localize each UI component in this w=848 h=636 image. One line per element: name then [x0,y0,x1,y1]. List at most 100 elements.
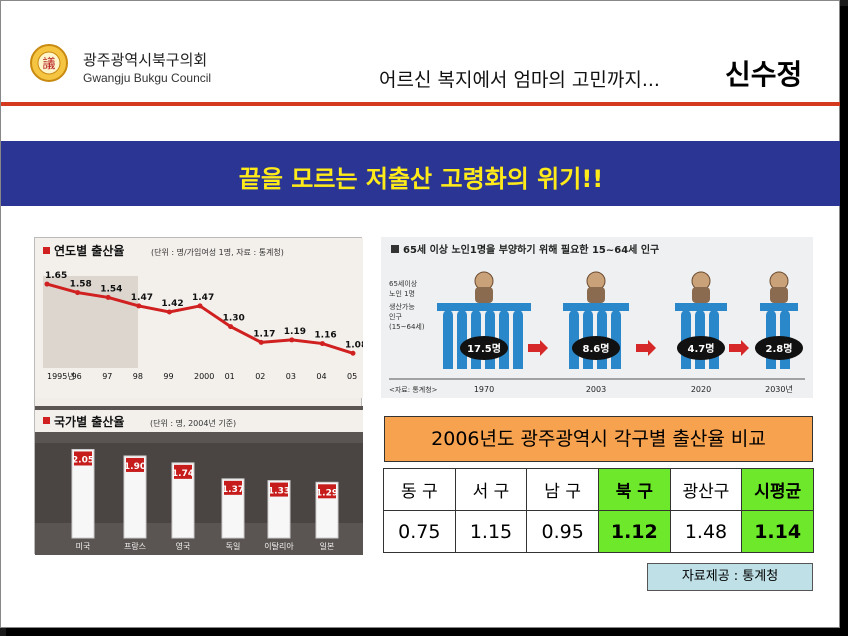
country-bar-label-box [126,457,144,472]
support-board [675,303,727,311]
slide-shadow-bottom [6,628,848,636]
council-logo-icon: 議 [30,44,68,82]
country-bar-label-box [270,482,288,497]
legend-worker-label: 생산가능 [389,302,415,311]
ratio-value-bubble [755,336,803,360]
birth-rate-value-label: 1.16 [314,331,336,341]
year-tick-label: 03 [286,372,296,381]
birth-rate-value-label: 1.19 [284,327,306,337]
support-board [760,303,798,311]
birth-rate-point [197,303,203,309]
birth-rate-value-label: 1.08 [345,340,363,350]
worker-figure-icon [569,315,579,369]
birth-rate-value-label: 1.47 [131,293,153,303]
table-header-cell: 북 구 [597,468,671,511]
country-bar-value-label: 2.05 [72,455,94,465]
worker-head-icon [597,310,607,320]
worker-head-icon [766,310,776,320]
ratio-year-label: 1970 [474,385,494,394]
trend-arrow-icon [636,340,656,356]
table-value-cell: 1.15 [454,510,528,553]
support-ratio-chart: 65세 이상 노인1명을 부양하기 위해 필요한 15~64세 인구 65세이상노… [389,243,805,394]
trend-arrow-icon [729,340,749,356]
support-ratio-panel: 65세 이상 노인1명을 부양하기 위해 필요한 15~64세 인구 65세이상 노… [381,237,813,398]
banner-title: 끝을 모르는 저출산 고령화의 위기!! [238,165,604,193]
photo-pregnant-woman [43,276,138,368]
elder-body-icon [587,287,605,303]
worker-figure-icon [443,315,453,369]
ratio-value-label: 17.5명 [467,342,501,355]
birth-rate-value-label: 1.42 [161,299,183,309]
data-source-box: 자료제공 : 통계청 [647,563,813,591]
year-tick-label: 04 [316,372,326,381]
birth-rate-charts-panel: 연도별 출산율 (단위 : 명/가임여성 1명, 자료 : 통계청) 1.65 199… [34,237,363,555]
country-bar-label-box [224,480,242,495]
birth-rate-point [258,339,264,345]
birth-rate-value-label: 1.17 [253,329,275,339]
country-bar-value-label: 1.37 [222,485,244,495]
svg-text:議: 議 [42,57,55,72]
country-bar-value-label: 1.29 [316,488,338,498]
birth-rate-value-label: 1.54 [100,284,122,294]
table-header-cell: 남 구 [526,468,599,511]
country-bar-value-label: 1.90 [124,462,146,472]
birth-rate-point [136,303,142,309]
slide: 議 광주광역시북구의회 Gwangju Bukgu Council 어르신 복지… [0,0,841,628]
country-tick-label: 독일 [226,542,241,551]
line-chart-note: (단위 : 명/가임여성 1명, 자료 : 통계청) [151,247,284,257]
line-chart-bullet [43,247,50,254]
legend-worker-label: 인구 [389,312,402,321]
ratio-year-label: 2003 [586,385,606,394]
birth-rate-value-label: 1.30 [223,314,245,324]
worker-head-icon [569,310,579,320]
birth-rate-charts: 연도별 출산율 (단위 : 명/가임여성 1명, 자료 : 통계청) 1.65 199… [35,238,363,555]
country-bar-value-label: 1.33 [268,487,290,497]
bar-chart-bullet [43,417,50,424]
legend-elder-label: 65세이상 [389,279,418,288]
worker-head-icon [485,310,495,320]
slide-subtitle: 어르신 복지에서 엄마의 고민까지... [379,69,660,91]
worker-head-icon [513,310,523,320]
birth-rate-value-label: 1.65 [45,271,67,281]
table-value-cell: 0.95 [526,510,599,553]
year-tick-label: 98 [133,372,143,381]
birth-rate-point [166,309,172,315]
elder-body-icon [475,287,493,303]
line-chart-title: 연도별 출산율 [54,243,124,258]
country-tick-label: 미국 [76,542,91,551]
year-tick-label: 2000 [194,372,214,381]
ratio-value-bubble [572,336,620,360]
table-header-cell: 시평균 [741,468,814,511]
title-banner: 끝을 모르는 저출산 고령화의 위기!! [1,141,841,206]
worker-head-icon [695,310,705,320]
table-header-cell: 광산구 [669,468,743,511]
ratio-year-label: 2030년 [765,384,793,394]
birth-rate-point [105,294,111,300]
ratio-chart-title: 65세 이상 노인1명을 부양하기 위해 필요한 15~64세 인구 [403,243,659,256]
country-tick-label: 영국 [176,541,191,551]
country-tick-label: 일본 [320,542,335,551]
country-tick-label: 이탈리아 [264,541,294,551]
table-value-cell: 1.12 [597,510,671,553]
bar-chart-title-strip [35,410,363,432]
table-value-cell: 1.48 [669,510,743,553]
worker-figure-icon [513,315,523,369]
worker-head-icon [681,310,691,320]
year-tick-label: 01 [225,372,235,381]
ratio-value-label: 8.6명 [583,342,610,355]
table-value-cell: 0.75 [383,510,456,553]
country-bar-label-box [318,484,336,499]
header-divider [1,102,841,106]
birth-rate-point [44,281,50,287]
legend-elder-label: 노인 1명 [389,289,415,298]
year-tick-label: 02 [255,372,265,381]
country-bar [123,455,147,539]
year-tick-label: 97 [102,372,112,381]
worker-figure-icon [457,315,467,369]
year-tick-label: 1995년 [47,371,75,381]
bar-chart-title: 국가별 출산율 [54,414,124,429]
ratio-value-bubble [677,336,725,360]
elder-body-icon [692,287,710,303]
worker-head-icon [471,310,481,320]
